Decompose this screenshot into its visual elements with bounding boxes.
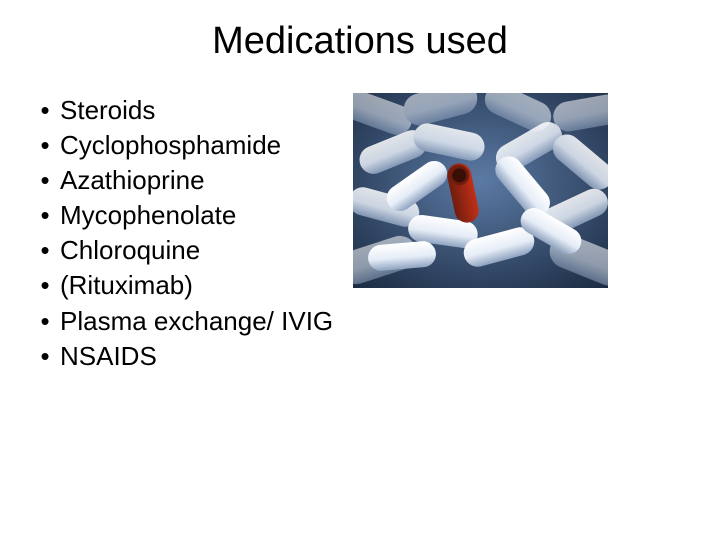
list-item: •Cyclophosphamide	[30, 128, 333, 163]
pills-illustration-icon	[353, 93, 608, 288]
bullet-text: NSAIDS	[60, 339, 157, 374]
bullet-text: Azathioprine	[60, 163, 205, 198]
bullet-text: Plasma exchange/ IVIG	[60, 304, 333, 339]
list-item: •Mycophenolate	[30, 198, 333, 233]
content-row: •Steroids •Cyclophosphamide •Azathioprin…	[0, 93, 720, 374]
bullet-icon: •	[30, 268, 60, 303]
bullet-icon: •	[30, 128, 60, 163]
list-item: •(Rituximab)	[30, 268, 333, 303]
list-item: •Azathioprine	[30, 163, 333, 198]
list-item: •NSAIDS	[30, 339, 333, 374]
bullet-list: •Steroids •Cyclophosphamide •Azathioprin…	[30, 93, 333, 374]
bullet-icon: •	[30, 163, 60, 198]
list-item: •Chloroquine	[30, 233, 333, 268]
pills-image	[353, 93, 608, 288]
bullet-icon: •	[30, 198, 60, 233]
bullet-icon: •	[30, 93, 60, 128]
bullet-text: Chloroquine	[60, 233, 200, 268]
bullet-text: Cyclophosphamide	[60, 128, 281, 163]
bullet-icon: •	[30, 304, 60, 339]
list-item: •Plasma exchange/ IVIG	[30, 304, 333, 339]
list-item: •Steroids	[30, 93, 333, 128]
bullet-text: (Rituximab)	[60, 268, 193, 303]
bullet-text: Steroids	[60, 93, 155, 128]
bullet-icon: •	[30, 233, 60, 268]
bullet-icon: •	[30, 339, 60, 374]
bullet-text: Mycophenolate	[60, 198, 236, 233]
slide-title: Medications used	[0, 0, 720, 93]
